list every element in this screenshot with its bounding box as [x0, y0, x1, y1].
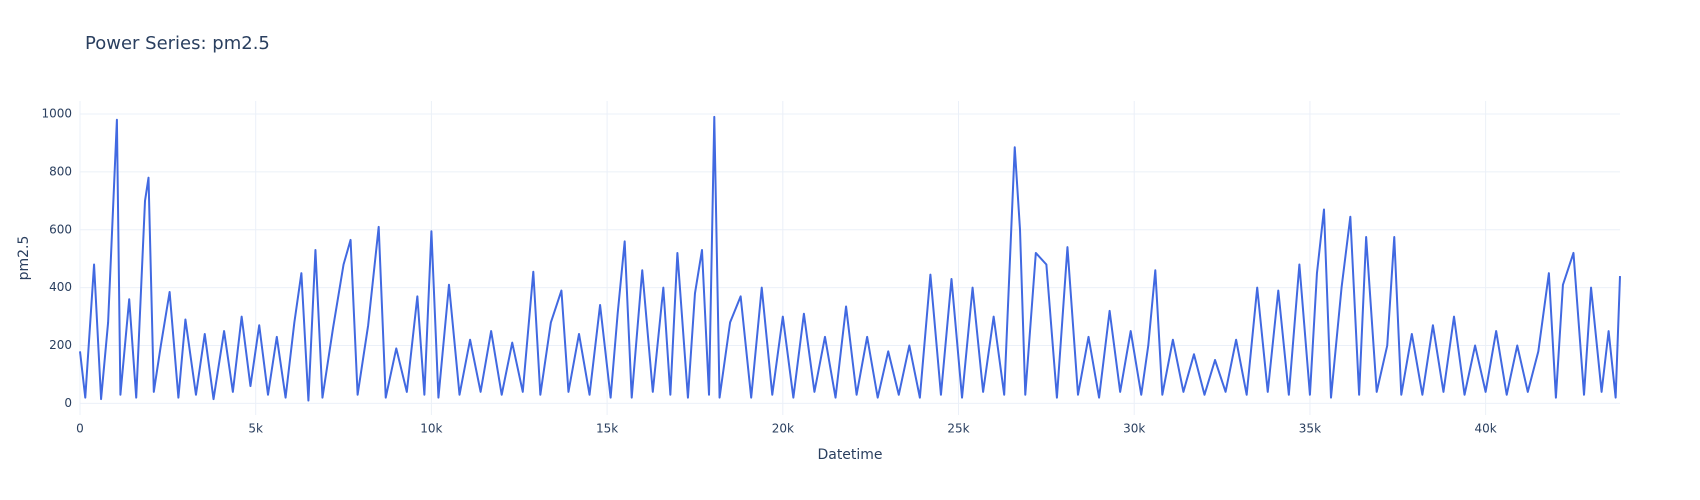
y-tick-label: 600	[49, 222, 72, 236]
x-axis-label: Datetime	[817, 447, 882, 463]
line-series	[79, 115, 1621, 402]
y-tick-label: 400	[49, 280, 72, 294]
chart-title: Power Series: pm2.5	[85, 33, 270, 54]
y-tick-label: 200	[49, 338, 72, 352]
x-tick-label: 5k	[248, 422, 263, 436]
x-tick-label: 15k	[596, 422, 618, 436]
y-axis-label: pm2.5	[16, 236, 32, 281]
y-tick-label: 800	[49, 164, 72, 178]
x-tick-label: 35k	[1299, 422, 1321, 436]
x-tick-label: 10k	[420, 422, 442, 436]
x-tick-label: 20k	[772, 422, 794, 436]
y-tick-label: 1000	[41, 107, 72, 121]
x-tick-label: 25k	[947, 422, 969, 436]
y-tick-label: 0	[64, 396, 72, 410]
x-tick-label: 30k	[1123, 422, 1145, 436]
x-tick-label: 0	[76, 422, 84, 436]
x-tick-label: 40k	[1475, 422, 1497, 436]
